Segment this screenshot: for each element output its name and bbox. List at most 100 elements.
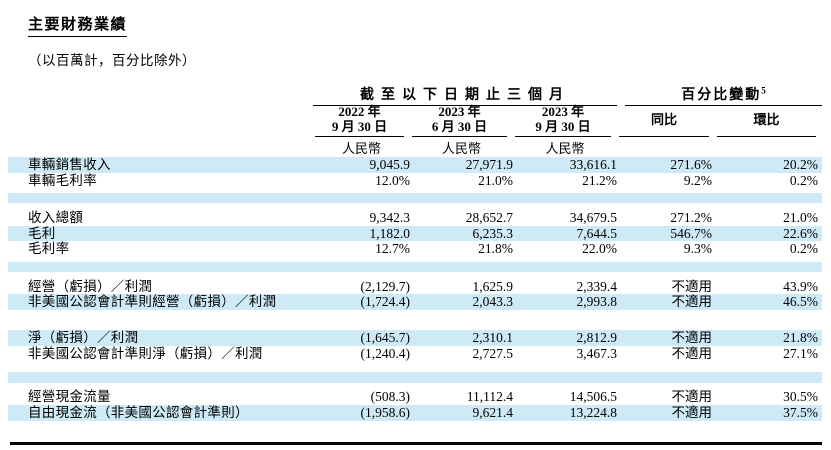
table-row: 經營現金流量 (508.3) 11,112.4 14,506.5 不適用 30.5% (8, 389, 822, 405)
column-header-year: 2023 年 (438, 104, 481, 119)
column-header-year: 2022 年 (338, 104, 381, 119)
row-label: 收入總額 (28, 210, 84, 225)
row-value: 2,993.8 (576, 294, 618, 309)
row-value: 9,342.3 (369, 210, 411, 225)
row-label: 自由現金流（非美國公認會計準則） (28, 404, 249, 420)
column-header-spacer (8, 102, 313, 136)
table-row-spacer (8, 362, 822, 389)
row-value: 27.1% (783, 345, 818, 361)
row-value: 12.0% (375, 172, 410, 188)
highlight-strip (8, 261, 822, 272)
row-value: 21.0% (478, 172, 513, 188)
page-bottom-rule (10, 442, 822, 445)
row-value: 21.8% (478, 241, 513, 256)
table-body: 車輛銷售收入 9,045.9 27,971.9 33,616.1 271.6% 20.2%… (8, 157, 822, 421)
row-value: (1,958.6) (360, 404, 411, 420)
row-label: 毛利率 (28, 241, 70, 256)
row-value: 13,224.8 (569, 404, 617, 420)
row-value: 不適用 (671, 345, 713, 361)
column-header-qoq: 環比 (715, 102, 822, 137)
row-value: 22.6% (783, 225, 818, 241)
column-header-date: 6 月 30 日 (431, 119, 488, 134)
row-value: 2,339.4 (576, 278, 618, 294)
row-value: 6,235.3 (472, 225, 514, 241)
row-value: 271.6% (670, 157, 712, 172)
row-value: 1,625.9 (472, 278, 514, 294)
currency-label: 人民幣 (441, 141, 481, 156)
table-row: 非美國公認會計準則淨（虧損）／利潤 (1,240.4) 2,727.5 3,467.3… (8, 346, 822, 362)
row-value: 37.5% (783, 404, 818, 420)
row-value: 20.2% (783, 157, 818, 172)
row-value: 9,621.4 (472, 404, 514, 420)
row-value: 271.2% (670, 210, 712, 225)
column-header-date: 9 月 30 日 (331, 119, 388, 134)
currency-label: 人民幣 (341, 141, 381, 156)
row-value: 0.2% (789, 172, 818, 188)
row-value: 9.2% (683, 172, 712, 188)
footnote-marker: 5 (761, 85, 766, 96)
row-value: 不適用 (671, 388, 713, 404)
group-header-period-label: 截至以下日期止三個月 (360, 88, 570, 103)
row-value: 43.9% (783, 278, 818, 294)
row-label: 經營現金流量 (28, 388, 111, 404)
row-value: 不適用 (671, 329, 713, 345)
row-value: 0.2% (789, 241, 818, 256)
row-value: 不適用 (671, 294, 713, 309)
row-value: 7,644.5 (576, 225, 618, 241)
group-header-percent-change-label: 百分比變動5 (681, 85, 766, 103)
row-value: 2,043.3 (472, 294, 514, 309)
table-row: 非美國公認會計準則經營（虧損）／利潤 (1,724.4) 2,043.3 2,993.… (8, 294, 822, 310)
group-header-percent-change: 百分比變動5 (625, 84, 822, 106)
row-value: 30.5% (783, 388, 818, 404)
row-value: 28,652.7 (465, 210, 513, 225)
row-label: 非美國公認會計準則經營（虧損）／利潤 (28, 294, 277, 309)
page-subtitle: （以百萬計，百分比除外） (28, 53, 196, 68)
table-row: 自由現金流（非美國公認會計準則） (1,958.6) 9,621.4 13,224.8… (8, 404, 822, 421)
currency-spacer (617, 136, 715, 157)
row-value: (1,645.7) (360, 329, 411, 345)
currency-spacer (8, 136, 313, 157)
row-value: 2,812.9 (576, 329, 618, 345)
row-value: 不適用 (671, 404, 713, 420)
column-header-2022-09-30: 2022 年 9 月 30 日 (313, 102, 410, 137)
row-value: 34,679.5 (569, 210, 617, 225)
table-row-spacer (8, 310, 822, 330)
row-value: 21.8% (783, 329, 818, 345)
row-label: 毛利 (28, 225, 56, 241)
row-value: 9.3% (683, 241, 712, 256)
column-header-qoq-label: 環比 (753, 111, 780, 127)
row-value: 46.5% (783, 294, 818, 309)
table-row: 淨（虧損）／利潤 (1,645.7) 2,310.1 2,812.9 不適用 21.8% (8, 329, 822, 346)
row-value: 2,310.1 (472, 329, 514, 345)
column-header-yoy-label: 同比 (650, 111, 677, 127)
row-value: 12.7% (375, 241, 410, 256)
row-value: 21.2% (582, 172, 617, 188)
row-value: 11,112.4 (466, 388, 513, 404)
column-header-yoy: 同比 (617, 102, 715, 137)
table-currency-row: 人民幣 人民幣 人民幣 (8, 136, 822, 157)
row-value: 21.0% (783, 210, 818, 225)
row-label: 車輛銷售收入 (28, 157, 111, 172)
row-value: (1,724.4) (360, 294, 411, 309)
table-row: 車輛毛利率 12.0% 21.0% 21.2% 9.2% 0.2% (8, 173, 822, 189)
table-row: 毛利 1,182.0 6,235.3 7,644.5 546.7% 22.6% (8, 225, 822, 241)
row-value: (2,129.7) (360, 278, 411, 294)
row-label: 車輛毛利率 (28, 172, 97, 188)
row-value: 3,467.3 (576, 345, 618, 361)
currency-spacer (715, 136, 822, 157)
row-value: (1,240.4) (360, 345, 411, 361)
currency-label: 人民幣 (545, 141, 585, 156)
table-row: 毛利率 12.7% 21.8% 22.0% 9.3% 0.2% (8, 241, 822, 257)
column-header-year: 2023 年 (541, 104, 585, 119)
highlight-strip (8, 193, 822, 203)
group-header-period: 截至以下日期止三個月 (313, 84, 617, 106)
row-value: 14,506.5 (569, 388, 617, 404)
table-group-header-row: 截至以下日期止三個月 百分比變動5 (8, 84, 822, 106)
row-value: 9,045.9 (369, 157, 411, 172)
row-label: 淨（虧損）／利潤 (28, 329, 139, 345)
row-value: 1,182.0 (369, 225, 411, 241)
row-label: 非美國公認會計準則淨（虧損）／利潤 (28, 345, 263, 361)
row-value: 不適用 (671, 278, 713, 294)
table-row: 收入總額 9,342.3 28,652.7 34,679.5 271.2% 21.0% (8, 210, 822, 226)
highlight-strip (8, 371, 822, 383)
